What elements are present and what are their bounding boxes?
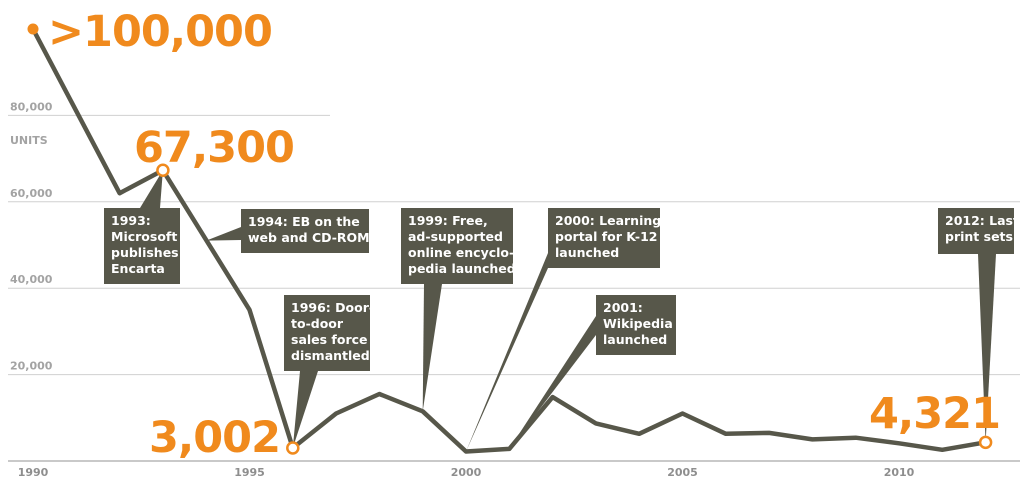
annotation-text: publishes [111,245,179,260]
annotation-box [241,209,369,253]
value-label: 3,002 [149,413,280,463]
annotation-pointer [140,170,163,208]
annotation-text: 2012: Last [945,213,1019,228]
annotation-pointer [466,253,548,452]
x-tick-label: 2010 [884,466,915,479]
value-labels: >100,000 67,300 3,002 4,321 [48,7,1001,463]
annotation-box [284,295,370,371]
annotation-box [938,208,1014,254]
annotation-text: sales force [291,332,368,347]
sales-line [30,26,988,454]
x-tick-label: 1995 [234,466,265,479]
y-tick-label: 80,000 [10,100,53,113]
annotation-text: 1999: Free, [408,213,488,228]
annotation-text: Wikipedia [603,316,673,331]
x-tick-label: 2000 [451,466,482,479]
annotation-box [104,208,180,284]
x-axis: 1990 1995 2000 2005 2010 [8,460,1020,479]
y-tick-label: 20,000 [10,360,53,373]
marker-1996 [286,441,300,455]
value-label: 67,300 [134,123,294,173]
value-label: 4,321 [869,389,1000,439]
annotation-text: dismantled [291,348,370,363]
highlight-markers [27,23,993,455]
y-axis: 20,000 40,000 60,000 80,000 [10,100,53,372]
annotation-box [548,208,660,268]
annotation-pointer [978,254,996,443]
annotation-text: 1994: EB on the [248,214,360,229]
annotation-pointer [509,316,596,449]
value-label: >100,000 [48,7,272,57]
annotation-text: to-door [291,316,344,331]
x-tick-label: 2005 [667,466,698,479]
annotation-text: launched [555,245,619,260]
marker-1993 [156,163,170,178]
y-tick-label: 60,000 [10,187,53,200]
annotation-pointer [422,284,442,412]
annotation-text: Encarta [111,261,165,276]
marker-2012 [978,435,993,450]
x-tick-label: 1990 [18,466,49,479]
annotation-text: 2001: [603,300,643,315]
annotation-text: 1996: Door- [291,300,374,315]
y-axis-label: UNITS [10,134,48,147]
annotation-text: print sets [945,229,1013,244]
annotation-box [401,208,513,284]
y-tick-label: 40,000 [10,273,53,286]
annotation-pointer [206,227,241,241]
annotation-pointer [292,371,318,449]
marker-1990 [27,23,39,35]
grid-lines [8,114,1020,376]
annotation-text: portal for K-12 [555,229,657,244]
annotation-text: launched [603,332,667,347]
annotation-text: ad-supported [408,229,503,244]
annotation-text: 1993: [111,213,151,228]
annotation-text: pedia launched [408,261,516,276]
annotation-box [596,295,676,355]
annotation-text: online encyclo- [408,245,514,260]
annotation-text: 2000: Learning [555,213,661,228]
annotation-text: web and CD-ROM [248,230,370,245]
annotation-text: Microsoft [111,229,177,244]
